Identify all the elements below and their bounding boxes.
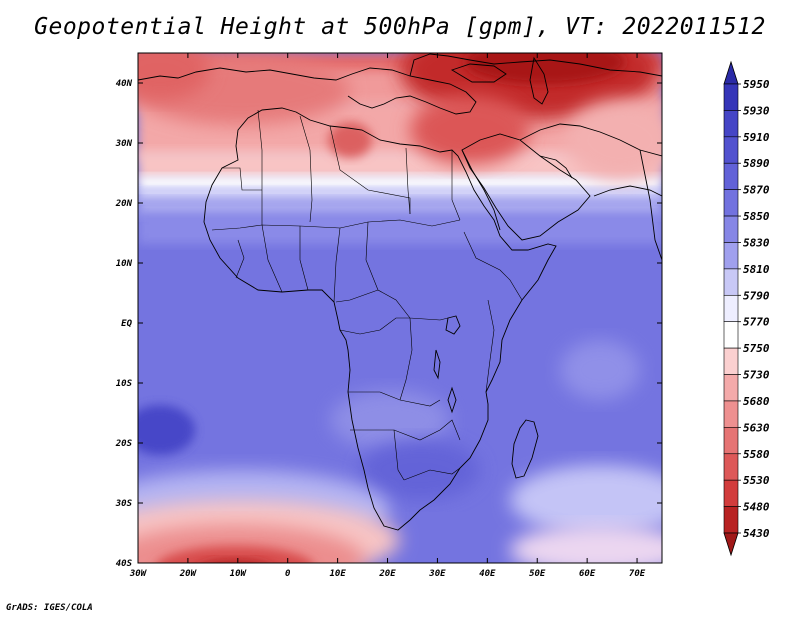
- colorbar-label: 5790: [743, 289, 770, 302]
- colorbar-segment: [723, 427, 739, 455]
- colorbar-label: 5530: [743, 474, 770, 487]
- lon-label: 10E: [329, 569, 346, 579]
- colorbar-segment: [723, 83, 739, 111]
- lat-label: 20S: [115, 439, 133, 449]
- lon-label: 20E: [378, 569, 396, 579]
- lon-label: 50E: [529, 569, 546, 579]
- colorbar-label: 5630: [743, 421, 770, 434]
- lon-label: 30E: [428, 569, 446, 579]
- colorbar-label: 5950: [743, 78, 770, 91]
- lat-label: 30S: [115, 499, 133, 509]
- colorbar-segment: [723, 506, 739, 534]
- lat-label: 30N: [115, 139, 133, 149]
- colorbar-label: 5810: [743, 263, 770, 276]
- lon-label: 20W: [179, 569, 198, 579]
- lat-label: 20N: [115, 199, 133, 209]
- colorbar-labels: 5950 5930 5910 5890 5870 5850 5830 5810 5790 5770…: [738, 78, 770, 540]
- lat-label: 10N: [116, 259, 133, 269]
- political-borders: [211, 109, 523, 481]
- axis-ticks: [137, 53, 662, 564]
- colorbar-label: 5930: [743, 104, 770, 117]
- figure-title: Geopotential Height at 500hPa [gpm], VT:…: [34, 14, 766, 40]
- colorbar-label: 5890: [743, 157, 770, 170]
- colorbar-label: 5770: [743, 316, 770, 329]
- colorbar-label: 5830: [743, 236, 770, 249]
- colorbar-label: 5730: [743, 369, 770, 382]
- colorbar: [723, 60, 739, 557]
- colorbar-segment: [723, 215, 739, 243]
- lon-label: 70E: [629, 569, 646, 579]
- colorbar-label: 5430: [743, 527, 770, 540]
- colorbar-label: 5480: [743, 501, 770, 514]
- colorbar-label: 5680: [743, 395, 770, 408]
- colorbar-bottom-arrow: [723, 532, 739, 557]
- coastlines: [138, 53, 662, 531]
- lat-label: 40N: [116, 79, 133, 89]
- colorbar-segment: [723, 189, 739, 217]
- colorbar-top-arrow: [723, 60, 739, 85]
- colorbar-label: 5910: [743, 131, 770, 144]
- colorbar-label: 5750: [743, 342, 770, 355]
- colorbar-segment: [723, 321, 739, 349]
- lat-label: 40S: [116, 559, 133, 569]
- colorbar-segment: [723, 268, 739, 296]
- colorbar-label: 5870: [743, 184, 770, 197]
- colorbar-segment: [723, 453, 739, 481]
- lon-label: 60E: [579, 569, 596, 579]
- height-field: [138, 53, 662, 563]
- colorbar-segment: [723, 136, 739, 164]
- colorbar-segment: [723, 374, 739, 402]
- colorbar-segment: [723, 294, 739, 323]
- colorbar-label: 5580: [743, 448, 770, 461]
- colorbar-segment: [723, 479, 739, 507]
- colorbar-segment: [723, 400, 739, 428]
- grads-credit: GrADS: IGES/COLA: [6, 603, 93, 613]
- colorbar-label: 5850: [743, 210, 770, 223]
- colorbar-segment: [723, 110, 739, 138]
- map-frame: [137, 52, 663, 564]
- colorbar-segment: [723, 347, 739, 375]
- lat-label: 10S: [116, 379, 133, 389]
- lon-label: 10W: [230, 569, 248, 579]
- lat-label: EQ: [121, 319, 132, 329]
- colorbar-segment: [723, 162, 739, 190]
- longitude-labels: 30W 20W 10W 0 10E 20E 30E 40E 50E 60E 70E: [129, 569, 646, 579]
- lon-label: 40E: [479, 569, 496, 579]
- colorbar-segment: [723, 242, 739, 270]
- lon-label: 30W: [129, 569, 148, 579]
- latitude-labels: 40N 30N 20N 10N EQ 10S 20S 30S 40S: [115, 79, 133, 569]
- lon-label: 0: [285, 569, 291, 579]
